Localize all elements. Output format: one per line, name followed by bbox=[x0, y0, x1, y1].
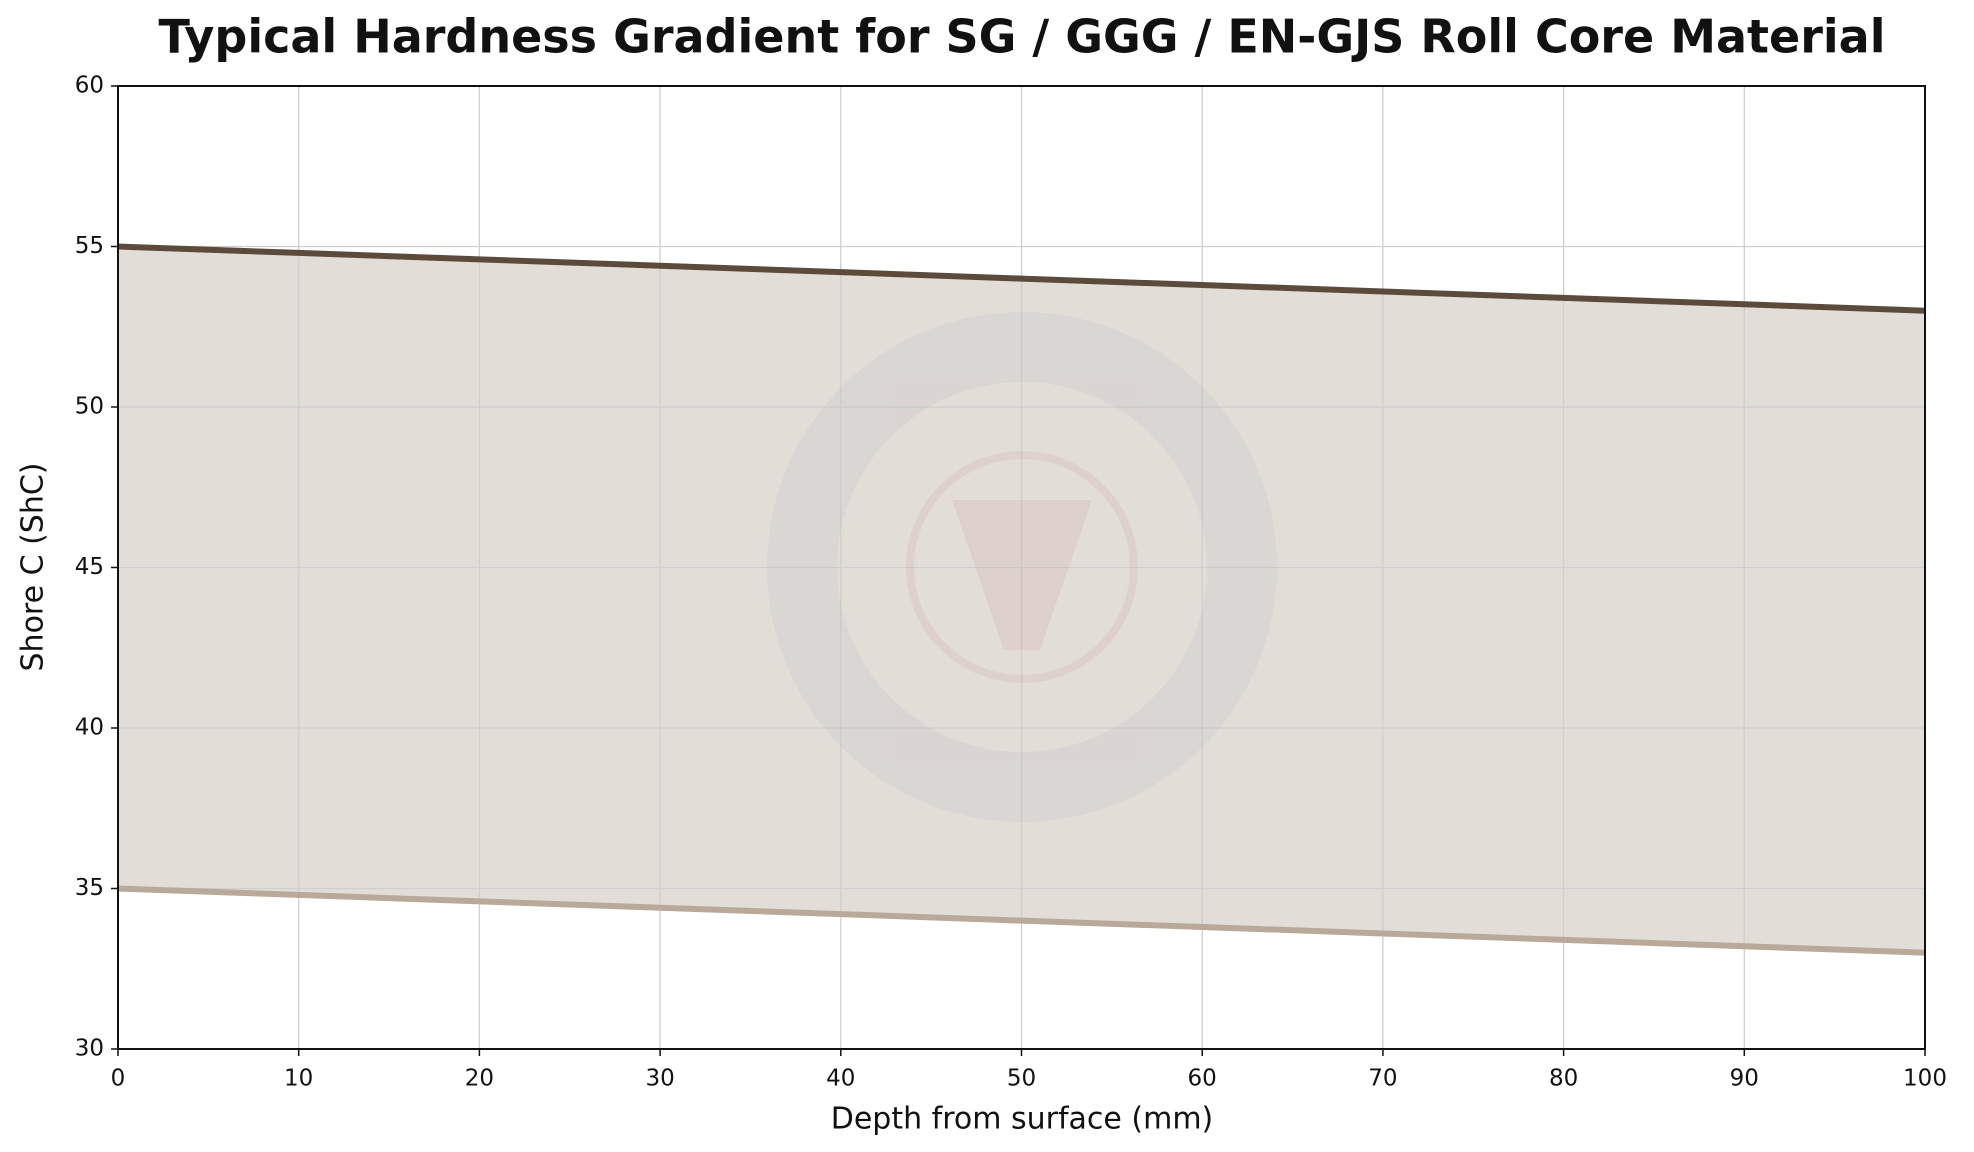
watermark bbox=[767, 312, 1277, 822]
x-tick-label: 90 bbox=[1730, 1066, 1759, 1092]
y-tick-label: 35 bbox=[75, 875, 104, 901]
watermark-v bbox=[952, 500, 1092, 650]
x-tick-label: 100 bbox=[1903, 1066, 1947, 1092]
watermark-ring bbox=[767, 312, 1277, 822]
series-line bbox=[117, 885, 1926, 956]
watermark-inner bbox=[906, 451, 1138, 683]
x-tick-label: 80 bbox=[1549, 1066, 1578, 1092]
y-tick-label: 40 bbox=[75, 715, 104, 741]
y-tick-label: 50 bbox=[75, 394, 104, 420]
x-tick-label: 40 bbox=[826, 1066, 855, 1092]
x-tick-label: 10 bbox=[284, 1066, 313, 1092]
chart-title: Typical Hardness Gradient for SG / GGG /… bbox=[159, 10, 1886, 64]
y-axis-label: Shore C (ShC) bbox=[16, 463, 51, 672]
y-tick-label: 55 bbox=[75, 233, 104, 259]
x-tick-label: 30 bbox=[645, 1066, 674, 1092]
x-tick-label: 70 bbox=[1368, 1066, 1397, 1092]
y-tick-label: 45 bbox=[75, 554, 104, 580]
series-line bbox=[117, 243, 1926, 314]
plot-frame bbox=[117, 85, 1926, 1050]
x-tick-label: 20 bbox=[465, 1066, 494, 1092]
x-axis-label: Depth from surface (mm) bbox=[831, 1102, 1214, 1137]
y-tick-label: 60 bbox=[75, 73, 104, 99]
x-tick-label: 50 bbox=[1007, 1066, 1036, 1092]
x-tick-label: 60 bbox=[1188, 1066, 1217, 1092]
x-tick-label: 0 bbox=[111, 1066, 126, 1092]
y-tick-label: 30 bbox=[75, 1036, 104, 1062]
